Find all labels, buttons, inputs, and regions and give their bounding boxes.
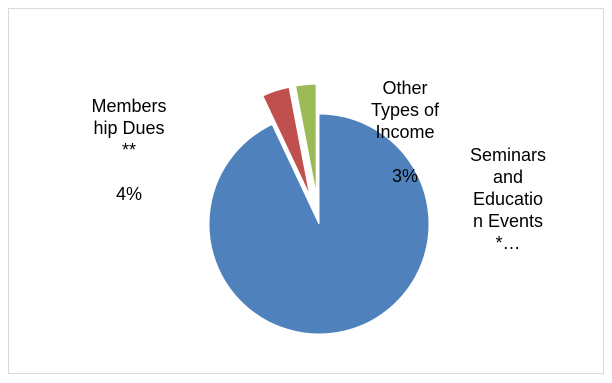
data-label-membership-dues: Members hip Dues ** 4% [74,73,184,205]
chart-frame: Seminars and Educatio n Events *… Member… [8,8,604,374]
data-label-seminars-education-events: Seminars and Educatio n Events *… [453,122,563,254]
pie-slice-0 [208,113,430,335]
data-label-percent: 3% [391,166,418,186]
data-label-category: Other Types of Income [370,78,440,142]
data-label-percent: 4% [115,184,142,204]
data-label-other-income: Other Types of Income 3% [357,55,453,187]
pie-slice-2 [294,83,317,195]
pie-slice-1 [262,86,311,196]
data-label-category: Seminars and Educatio n Events *… [469,145,547,253]
data-label-category: Members hip Dues ** [91,96,167,160]
pie-chart [208,83,430,335]
